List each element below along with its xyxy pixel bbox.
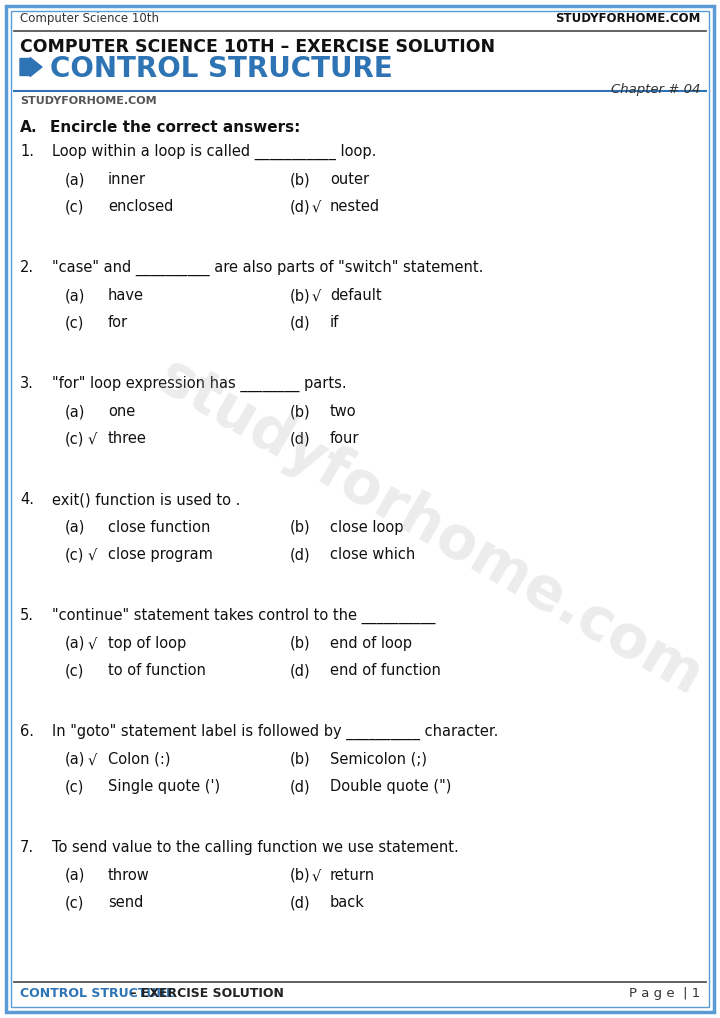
Text: (a): (a) — [65, 404, 86, 419]
Text: (a): (a) — [65, 752, 86, 767]
Text: A.: A. — [20, 120, 37, 135]
Text: STUDYFORHOME.COM: STUDYFORHOME.COM — [20, 96, 157, 106]
Text: (b): (b) — [290, 172, 310, 187]
Text: (d): (d) — [290, 199, 310, 214]
Text: (a): (a) — [65, 868, 86, 883]
Text: back: back — [330, 895, 365, 910]
Text: (a): (a) — [65, 520, 86, 535]
Text: close program: close program — [108, 547, 213, 562]
Text: – EXERCISE SOLUTION: – EXERCISE SOLUTION — [126, 987, 284, 1000]
Text: exit() function is used to .: exit() function is used to . — [52, 492, 240, 507]
Text: 3.: 3. — [20, 376, 34, 391]
Text: 4.: 4. — [20, 492, 34, 507]
Text: (d): (d) — [290, 779, 310, 794]
Text: send: send — [108, 895, 143, 910]
Text: √: √ — [88, 547, 97, 562]
Text: √: √ — [312, 868, 321, 883]
Text: 6.: 6. — [20, 724, 34, 739]
Text: √: √ — [88, 431, 97, 446]
Text: (c): (c) — [65, 895, 84, 910]
Text: (d): (d) — [290, 431, 310, 446]
Text: CONTROL STRUCTURE: CONTROL STRUCTURE — [20, 987, 174, 1000]
Text: top of loop: top of loop — [108, 636, 186, 651]
Text: (d): (d) — [290, 547, 310, 562]
Text: 5.: 5. — [20, 608, 34, 623]
Text: if: if — [330, 315, 339, 330]
Text: 2.: 2. — [20, 260, 34, 275]
Text: Colon (:): Colon (:) — [108, 752, 171, 767]
Text: √: √ — [312, 199, 321, 214]
Text: To send value to the calling function we use statement.: To send value to the calling function we… — [52, 840, 459, 855]
Text: CONTROL STRUCTURE: CONTROL STRUCTURE — [50, 55, 392, 83]
Text: "continue" statement takes control to the __________: "continue" statement takes control to th… — [52, 608, 436, 624]
Text: Semicolon (;): Semicolon (;) — [330, 752, 427, 767]
Text: (b): (b) — [290, 752, 310, 767]
Text: (c): (c) — [65, 547, 84, 562]
Text: (b): (b) — [290, 404, 310, 419]
Text: (b): (b) — [290, 520, 310, 535]
Text: four: four — [330, 431, 359, 446]
Text: Encircle the correct answers:: Encircle the correct answers: — [50, 120, 300, 135]
Text: In "goto" statement label is followed by __________ character.: In "goto" statement label is followed by… — [52, 724, 498, 740]
Text: three: three — [108, 431, 147, 446]
Text: two: two — [330, 404, 356, 419]
Text: (b): (b) — [290, 636, 310, 651]
FancyArrow shape — [20, 57, 42, 76]
Text: √: √ — [88, 636, 97, 651]
Text: end of function: end of function — [330, 663, 441, 678]
Text: return: return — [330, 868, 375, 883]
Text: STUDYFORHOME.COM: STUDYFORHOME.COM — [554, 12, 700, 25]
Text: 7.: 7. — [20, 840, 34, 855]
Text: (d): (d) — [290, 315, 310, 330]
Text: (d): (d) — [290, 663, 310, 678]
Text: nested: nested — [330, 199, 380, 214]
Text: throw: throw — [108, 868, 150, 883]
Text: Double quote ("): Double quote (") — [330, 779, 451, 794]
Text: COMPUTER SCIENCE 10TH – EXERCISE SOLUTION: COMPUTER SCIENCE 10TH – EXERCISE SOLUTIO… — [20, 38, 495, 56]
Text: Loop within a loop is called ___________ loop.: Loop within a loop is called ___________… — [52, 144, 377, 160]
Text: to of function: to of function — [108, 663, 206, 678]
Text: (a): (a) — [65, 636, 86, 651]
Text: "case" and __________ are also parts of "switch" statement.: "case" and __________ are also parts of … — [52, 260, 483, 276]
Text: close which: close which — [330, 547, 415, 562]
Text: for: for — [108, 315, 128, 330]
Text: (c): (c) — [65, 199, 84, 214]
Text: (c): (c) — [65, 663, 84, 678]
Text: outer: outer — [330, 172, 369, 187]
Text: (b): (b) — [290, 288, 310, 303]
Text: close function: close function — [108, 520, 210, 535]
Text: default: default — [330, 288, 382, 303]
Text: 1.: 1. — [20, 144, 34, 159]
Text: "for" loop expression has ________ parts.: "for" loop expression has ________ parts… — [52, 376, 346, 392]
Text: (b): (b) — [290, 868, 310, 883]
Text: (a): (a) — [65, 172, 86, 187]
Text: (c): (c) — [65, 431, 84, 446]
Text: Chapter # 04: Chapter # 04 — [611, 83, 700, 96]
Text: (c): (c) — [65, 315, 84, 330]
Text: studyforhome.com: studyforhome.com — [148, 349, 712, 708]
Text: end of loop: end of loop — [330, 636, 412, 651]
Text: inner: inner — [108, 172, 146, 187]
Text: Single quote ('): Single quote (') — [108, 779, 220, 794]
Text: have: have — [108, 288, 144, 303]
Text: enclosed: enclosed — [108, 199, 174, 214]
Text: Computer Science 10th: Computer Science 10th — [20, 12, 159, 25]
Text: √: √ — [88, 752, 97, 767]
Text: √: √ — [312, 288, 321, 303]
Text: (c): (c) — [65, 779, 84, 794]
Text: P a g e  | 1: P a g e | 1 — [629, 987, 700, 1000]
Text: close loop: close loop — [330, 520, 403, 535]
Text: one: one — [108, 404, 135, 419]
Text: (d): (d) — [290, 895, 310, 910]
Text: (a): (a) — [65, 288, 86, 303]
